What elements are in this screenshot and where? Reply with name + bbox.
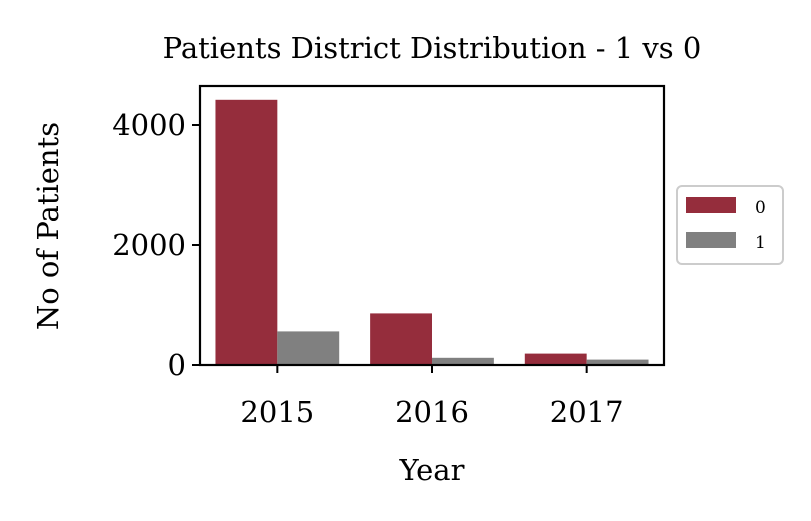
y-tick-label-4000: 4000	[112, 108, 186, 142]
x-tick-label-2015: 2015	[240, 395, 314, 429]
x-axis-label: Year	[399, 453, 465, 487]
legend: 0 1	[676, 185, 784, 265]
y-axis-label: No of Patients	[31, 122, 65, 330]
legend-swatch-1	[686, 232, 736, 248]
bars-group	[215, 99, 649, 366]
y-tick-label-2000: 2000	[112, 228, 186, 262]
x-tick-label-2017: 2017	[550, 395, 624, 429]
bar-series-1-2017	[586, 359, 649, 365]
bar-series-0-2016	[370, 313, 432, 365]
legend-label-0: 0	[755, 198, 766, 218]
chart-title: Patients District Distribution - 1 vs 0	[163, 31, 702, 65]
x-axis-ticks: 2015 2016 2017	[240, 365, 624, 429]
y-tick-label-0: 0	[168, 348, 186, 382]
y-axis-ticks: 0 2000 4000	[112, 108, 200, 382]
legend-label-1: 1	[755, 233, 766, 253]
bar-series-0-2015	[215, 99, 278, 366]
bar-series-0-2017	[524, 353, 587, 365]
bar-series-1-2015	[277, 331, 340, 365]
legend-swatch-0	[686, 197, 736, 213]
bar-series-1-2016	[432, 357, 494, 365]
x-tick-label-2016: 2016	[395, 395, 469, 429]
